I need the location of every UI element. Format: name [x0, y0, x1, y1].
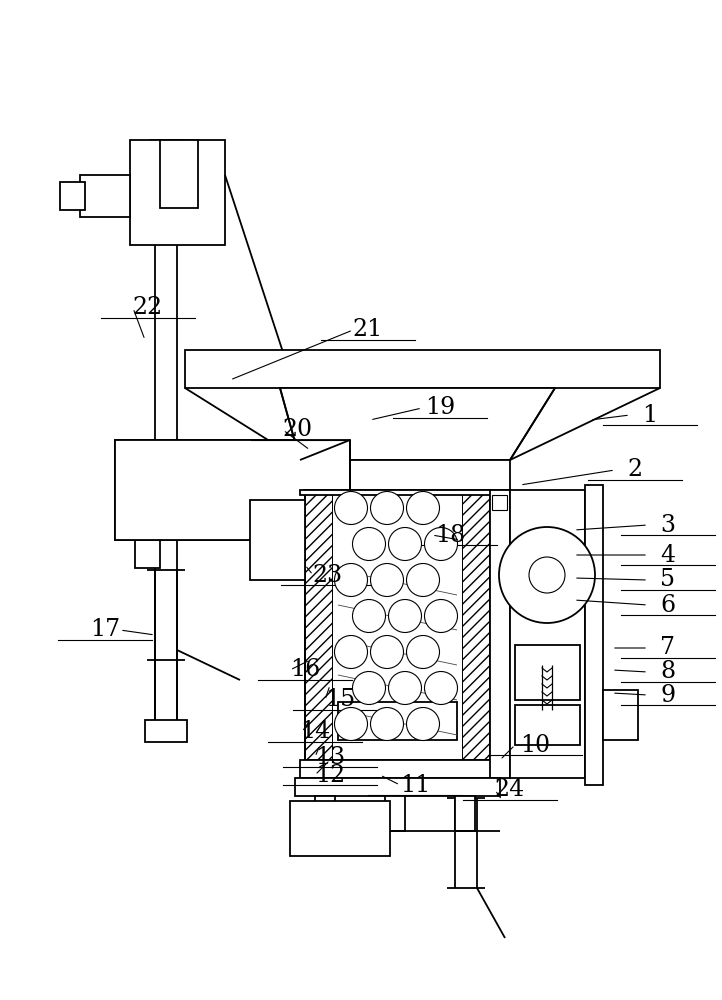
Circle shape — [388, 528, 422, 560]
Bar — [603, 690, 638, 740]
Circle shape — [334, 564, 367, 596]
Circle shape — [370, 708, 404, 740]
Bar — [115, 440, 350, 540]
Circle shape — [406, 564, 440, 596]
Bar — [490, 490, 510, 778]
Circle shape — [370, 636, 404, 668]
Circle shape — [334, 708, 367, 740]
Bar — [385, 796, 405, 831]
Bar — [338, 702, 457, 740]
Text: 6: 6 — [661, 593, 676, 616]
Circle shape — [352, 599, 386, 633]
Polygon shape — [185, 350, 660, 388]
Bar — [115, 440, 350, 540]
Bar — [300, 760, 495, 778]
Bar — [462, 490, 490, 760]
Circle shape — [370, 564, 404, 596]
Circle shape — [406, 708, 440, 740]
Bar — [80, 175, 130, 217]
Bar — [305, 490, 333, 760]
Text: 1: 1 — [643, 403, 658, 426]
Circle shape — [334, 491, 367, 524]
Bar — [300, 460, 510, 490]
Bar — [135, 540, 160, 568]
Bar — [515, 705, 580, 745]
Circle shape — [425, 528, 458, 560]
Circle shape — [388, 599, 422, 633]
Text: 18: 18 — [435, 524, 465, 546]
Bar — [305, 540, 330, 568]
Circle shape — [352, 528, 386, 560]
Bar — [515, 645, 580, 700]
Bar — [510, 490, 585, 778]
Circle shape — [352, 672, 386, 704]
Bar — [492, 495, 507, 510]
Bar — [300, 490, 495, 495]
Text: 16: 16 — [290, 658, 320, 682]
Circle shape — [406, 636, 440, 668]
Polygon shape — [280, 388, 555, 460]
Bar — [315, 796, 335, 831]
Text: 4: 4 — [661, 544, 676, 566]
Circle shape — [425, 672, 458, 704]
Bar — [585, 485, 603, 785]
Circle shape — [334, 636, 367, 668]
Text: 24: 24 — [495, 778, 525, 802]
Text: 12: 12 — [315, 764, 345, 786]
Bar — [60, 182, 85, 210]
Bar — [160, 140, 198, 208]
Bar — [250, 500, 305, 580]
Text: 8: 8 — [661, 660, 676, 684]
Text: 17: 17 — [90, 618, 120, 642]
Circle shape — [370, 491, 404, 524]
Bar — [455, 796, 475, 831]
Bar — [333, 490, 462, 760]
Text: 15: 15 — [325, 688, 355, 712]
Bar — [295, 778, 500, 796]
Text: 2: 2 — [627, 458, 643, 482]
Text: 11: 11 — [400, 774, 430, 796]
Text: 22: 22 — [133, 296, 163, 320]
Text: 19: 19 — [425, 396, 455, 420]
Circle shape — [406, 491, 440, 524]
Text: 20: 20 — [283, 418, 313, 442]
Circle shape — [425, 599, 458, 633]
Circle shape — [388, 672, 422, 704]
Text: 3: 3 — [661, 514, 676, 536]
Bar — [145, 720, 187, 742]
Text: 7: 7 — [661, 637, 676, 660]
Circle shape — [499, 527, 595, 623]
Text: 9: 9 — [661, 684, 676, 706]
Text: 5: 5 — [661, 568, 676, 591]
Text: 14: 14 — [300, 720, 330, 744]
Text: 21: 21 — [353, 318, 383, 342]
Text: 10: 10 — [520, 734, 550, 756]
Circle shape — [529, 557, 565, 593]
Bar — [290, 801, 390, 856]
Bar — [305, 490, 333, 760]
Bar — [130, 140, 225, 245]
Bar — [305, 490, 490, 760]
Bar — [462, 490, 490, 760]
Text: 13: 13 — [315, 746, 345, 768]
Text: 23: 23 — [313, 564, 343, 586]
